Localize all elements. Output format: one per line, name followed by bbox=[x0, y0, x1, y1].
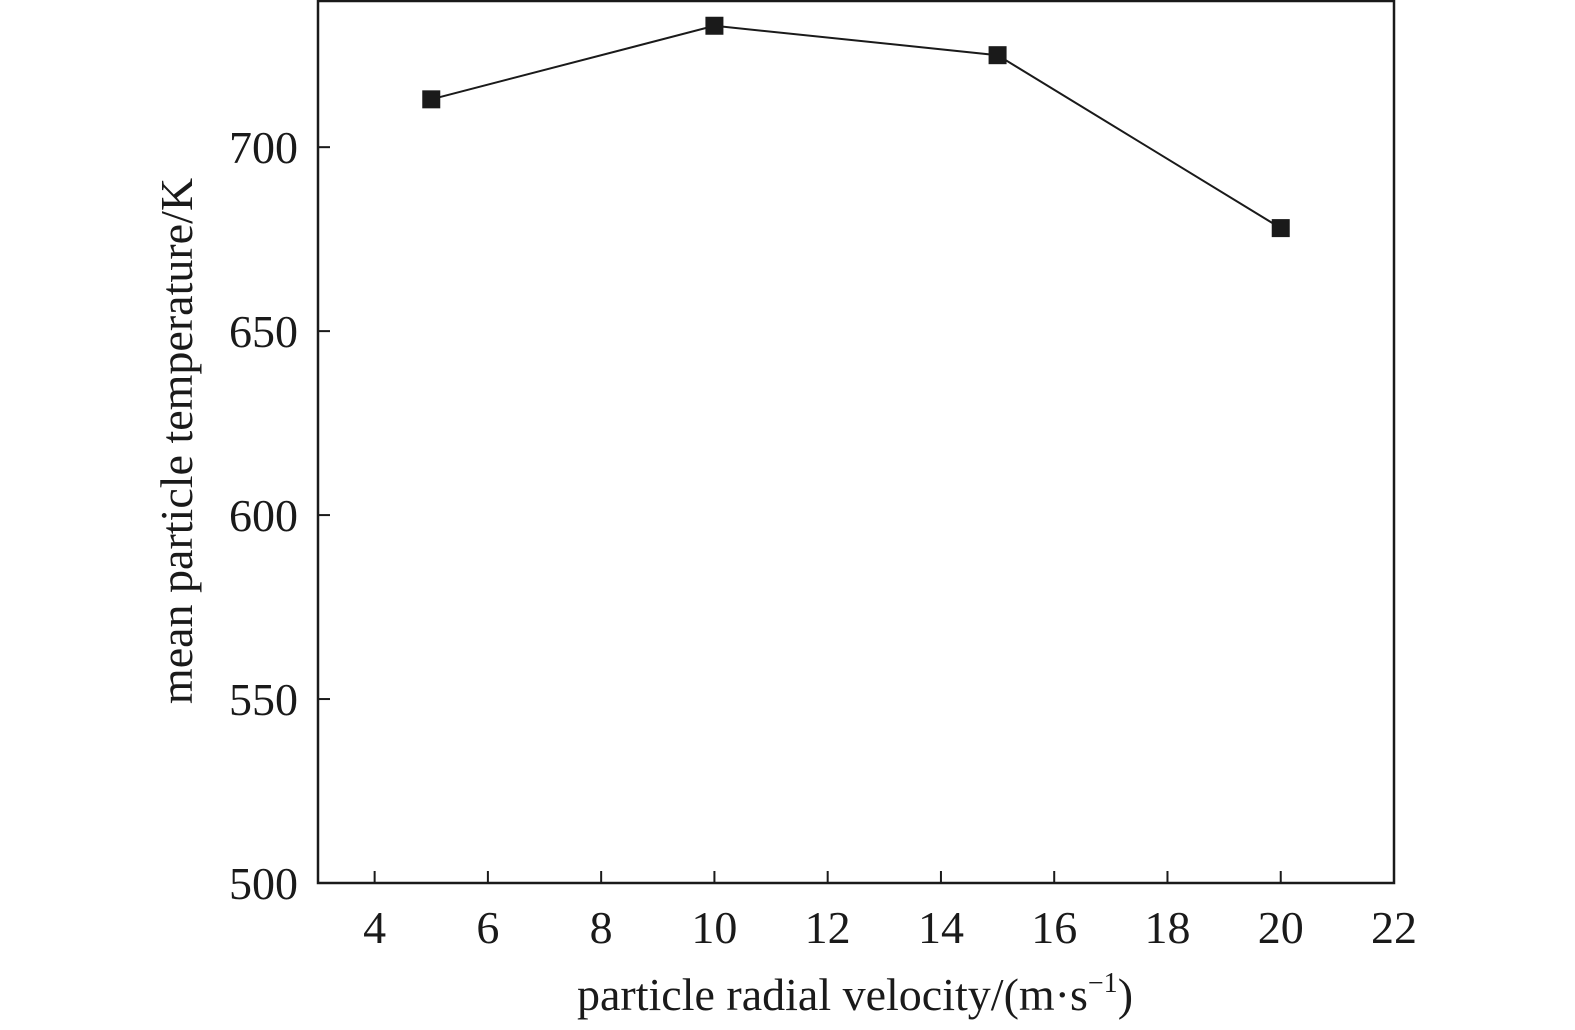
x-axis-title: particle radial velocity/(m·s−1) bbox=[577, 968, 1133, 1020]
data-point bbox=[988, 46, 1007, 65]
y-tick-label: 550 bbox=[229, 674, 298, 725]
data-point bbox=[705, 16, 724, 35]
x-tick-label: 20 bbox=[1258, 902, 1304, 953]
y-axis-title: mean particle temperature/K bbox=[151, 178, 202, 704]
data-point bbox=[1271, 219, 1290, 238]
x-tick-label: 16 bbox=[1031, 902, 1077, 953]
x-tick-label: 22 bbox=[1371, 902, 1417, 953]
x-tick-label: 10 bbox=[691, 902, 737, 953]
x-tick-label: 14 bbox=[918, 902, 964, 953]
y-tick-label: 650 bbox=[229, 306, 298, 357]
x-tick-label: 6 bbox=[476, 902, 499, 953]
y-tick-label: 600 bbox=[229, 490, 298, 541]
x-tick-label: 4 bbox=[363, 902, 386, 953]
x-tick-label: 8 bbox=[590, 902, 613, 953]
plot-frame bbox=[316, 0, 1396, 885]
x-tick-label: 12 bbox=[805, 902, 851, 953]
y-tick-label: 500 bbox=[229, 858, 298, 909]
series-line bbox=[431, 24, 1282, 229]
data-point bbox=[422, 90, 441, 109]
x-tick-label: 18 bbox=[1144, 902, 1190, 953]
y-tick-label: 700 bbox=[229, 122, 298, 173]
